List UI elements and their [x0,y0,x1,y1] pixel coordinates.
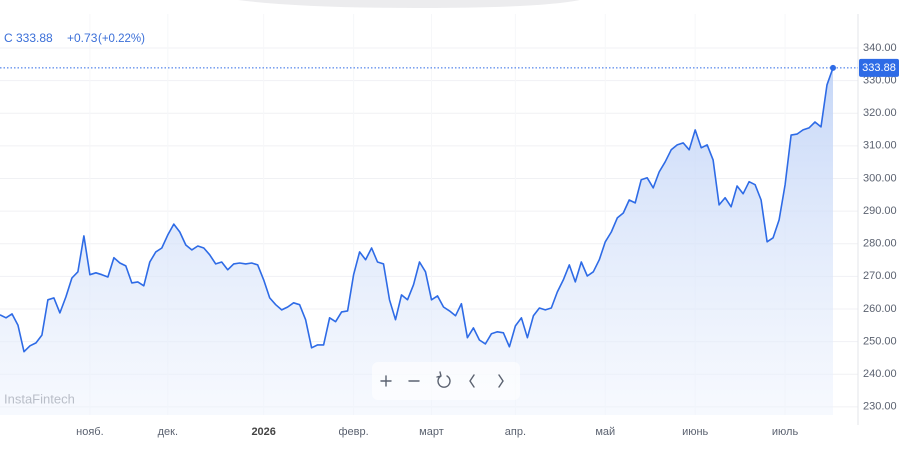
y-tick-label: 250.00 [863,335,897,347]
y-tick-label: 290.00 [863,205,897,217]
y-tick-label: 310.00 [863,140,897,152]
x-tick-label: июль [772,426,799,438]
x-tick-label: дек. [158,426,178,438]
zoom-controls [372,362,520,400]
x-tick-label: июнь [682,426,708,438]
y-tick-label: 260.00 [863,303,897,315]
watermark: InstaFintech [4,391,75,406]
x-tick-label: нояб. [76,426,104,438]
y-tick-label: 330.00 [863,74,897,86]
y-tick-label: 270.00 [863,270,897,282]
y-tick-label: 320.00 [863,107,897,119]
y-tick-label: 280.00 [863,238,897,250]
change-percent: (+0.22%) [98,33,145,45]
reset-button[interactable] [434,370,454,392]
scroll-left-button[interactable] [462,370,482,392]
last-point [830,64,836,71]
area-fill [0,67,833,416]
y-tick-label: 240.00 [863,368,897,380]
x-tick-label: 2026 [251,426,275,438]
symbol: C [4,31,13,45]
price-line [0,67,834,353]
y-tick-label: 340.00 [863,42,897,54]
y-tick-label: 300.00 [863,172,897,184]
top-tab [238,0,580,8]
price-tag-label: 333.88 [862,62,896,74]
x-tick-label: март [419,426,444,438]
zoom-in-button[interactable] [376,370,396,392]
scroll-right-button[interactable] [490,370,510,392]
x-tick-label: май [595,426,615,438]
x-tick-label: апр. [505,426,526,438]
x-tick-label: февр. [338,426,368,438]
controls-panel [372,362,520,400]
zoom-out-button[interactable] [404,370,424,392]
change: +0.73 [67,31,98,45]
price-tag [859,58,899,77]
y-tick-label: 230.00 [863,401,897,413]
last-price: 333.88 [16,31,53,45]
